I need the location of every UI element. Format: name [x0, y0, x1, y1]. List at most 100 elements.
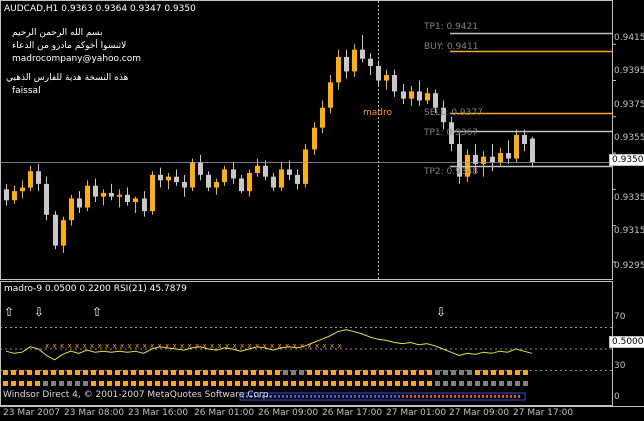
progress-tick	[466, 395, 468, 398]
candle-body	[433, 93, 438, 108]
signal-square	[435, 381, 440, 386]
candle-body	[522, 134, 527, 144]
signal-marker: x	[218, 342, 222, 350]
progress-tick	[418, 395, 420, 398]
signal-square	[27, 370, 32, 375]
signal-square	[171, 381, 176, 386]
signal-marker: x	[240, 342, 244, 350]
signal-square	[299, 370, 304, 375]
note-line: لاتنسوا أخوكم مادرو من الدعاء	[12, 41, 127, 51]
candle-body	[465, 154, 470, 177]
progress-tick	[334, 395, 336, 398]
signal-square	[251, 381, 256, 386]
signal-marker: x	[90, 342, 94, 350]
signal-square	[323, 381, 328, 386]
signal-square	[427, 381, 432, 386]
progress-tick	[406, 395, 408, 398]
candle-body	[142, 198, 147, 212]
signal-square	[91, 381, 96, 386]
indicator-title: madro-9 0.0500 0.2200 RSI(21) 45.7879	[4, 284, 187, 294]
progress-tick	[350, 395, 352, 398]
candle-body	[457, 144, 462, 177]
signal-square	[115, 370, 120, 375]
time-tick: 23 Mar 16:00	[128, 408, 189, 418]
signal-marker: x	[180, 342, 184, 350]
note-line: بسم الله الرحمن الرحيم	[12, 28, 103, 38]
progress-tick	[458, 395, 460, 398]
signal-marker: x	[113, 342, 117, 350]
progress-tick	[430, 395, 432, 398]
progress-tick	[478, 395, 480, 398]
progress-tick	[330, 395, 332, 398]
progress-tick	[402, 395, 404, 398]
signal-square	[475, 381, 480, 386]
candle-body	[368, 58, 373, 66]
progress-tick	[382, 395, 384, 398]
progress-tick	[250, 395, 252, 398]
price-tick: 0.9355	[614, 133, 644, 143]
signal-marker: x	[278, 342, 282, 350]
progress-tick	[506, 395, 508, 398]
level-label-buy: BUY: 0.9411	[424, 42, 479, 52]
signal-square	[179, 381, 184, 386]
progress-tick	[518, 395, 520, 398]
progress-tick	[262, 395, 264, 398]
indicator-current-tag: 0.5000	[609, 336, 644, 348]
rsi-line	[5, 329, 533, 361]
progress-tick	[298, 395, 300, 398]
candle-body	[239, 178, 244, 192]
signal-marker: x	[225, 342, 229, 350]
progress-tick	[306, 395, 308, 398]
time-tick: 27 Mar 01:00	[386, 408, 447, 418]
signal-square	[99, 381, 104, 386]
candle-body	[312, 127, 317, 150]
signal-square	[291, 381, 296, 386]
center-label: madro	[363, 108, 393, 118]
signal-square	[355, 370, 360, 375]
signal-square	[459, 381, 464, 386]
signal-square	[155, 370, 160, 375]
progress-tick	[446, 395, 448, 398]
signal-square	[371, 370, 376, 375]
signal-square	[395, 381, 400, 386]
signal-marker: x	[98, 342, 102, 350]
signal-arrow-icon: ⇩	[436, 305, 446, 319]
progress-tick	[302, 395, 304, 398]
candle-body	[101, 192, 106, 197]
signal-square	[19, 370, 24, 375]
candle-body	[214, 182, 219, 188]
signal-square	[523, 370, 528, 375]
progress-tick	[342, 395, 344, 398]
signal-square	[403, 370, 408, 375]
signal-marker: x	[315, 342, 319, 350]
signal-square	[451, 370, 456, 375]
candle-body	[28, 171, 33, 188]
signal-square	[243, 381, 248, 386]
signal-marker: x	[158, 342, 162, 350]
signal-square	[235, 381, 240, 386]
candle-body	[490, 156, 495, 163]
progress-tick	[414, 395, 416, 398]
signal-square	[275, 370, 280, 375]
candle-body	[401, 91, 406, 99]
signal-marker: x	[285, 342, 289, 350]
signal-square	[259, 370, 264, 375]
signal-square	[195, 370, 200, 375]
candle-body	[336, 56, 341, 83]
signal-square	[387, 370, 392, 375]
signal-square	[379, 381, 384, 386]
candle-body	[481, 156, 486, 164]
progress-tick	[314, 395, 316, 398]
signal-square	[203, 370, 208, 375]
signal-square	[491, 381, 496, 386]
progress-tick	[398, 395, 400, 398]
signal-square	[411, 381, 416, 386]
progress-tick	[370, 395, 372, 398]
signal-square	[211, 381, 216, 386]
signal-square	[91, 370, 96, 375]
signal-square	[139, 370, 144, 375]
level-label-tp2: TP2: 0.9348	[424, 167, 479, 177]
signal-square	[27, 381, 32, 386]
signal-marker: x	[120, 342, 124, 350]
candle-body	[530, 138, 535, 163]
